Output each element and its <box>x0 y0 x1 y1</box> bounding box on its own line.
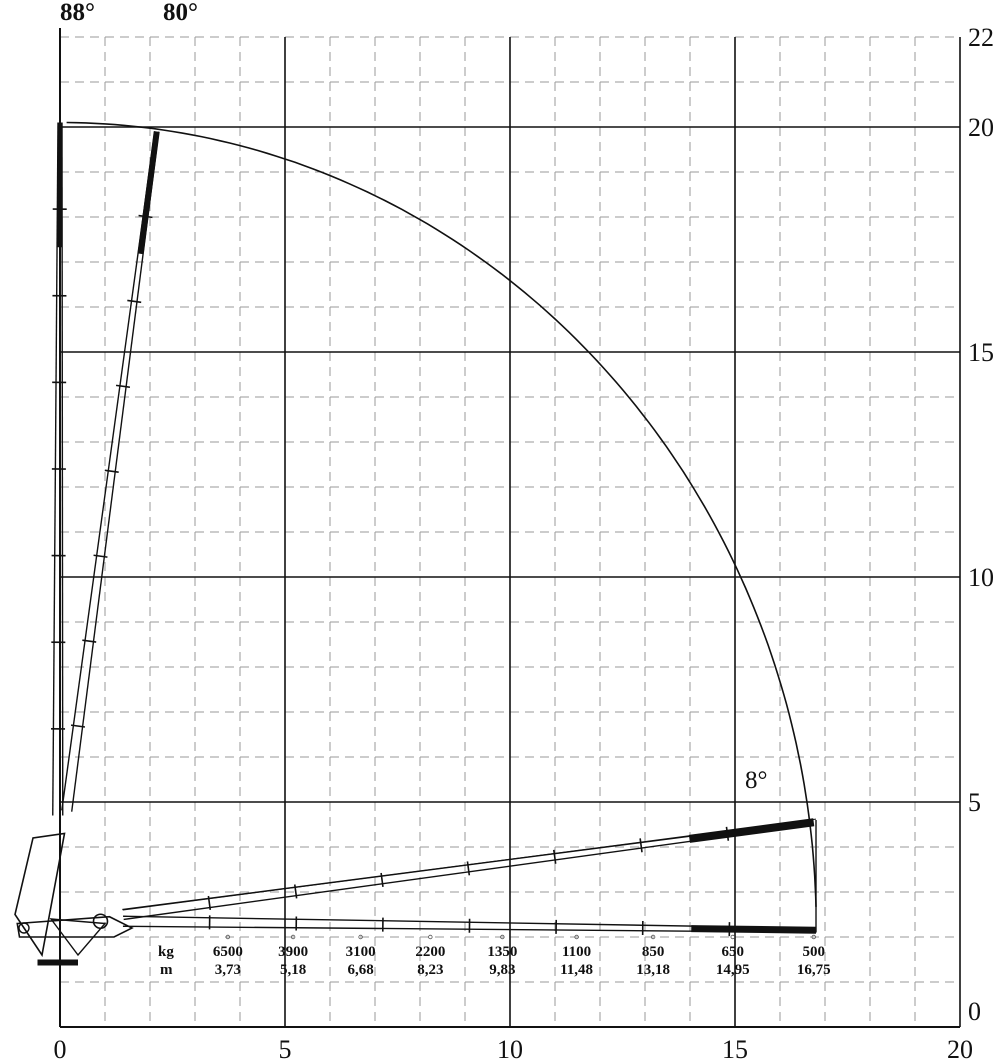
load-kg-value: 2200 <box>415 944 445 960</box>
boom-88-deg <box>51 122 67 816</box>
reach-marker <box>811 934 816 940</box>
y-tick-label: 5 <box>968 788 981 817</box>
load-kg-value: 500 <box>803 944 826 960</box>
load-reach-value: 16,75 <box>797 962 831 978</box>
angle-label-8: 8° <box>745 767 768 794</box>
y-tick-label: 10 <box>968 563 994 592</box>
load-kg-value: 850 <box>642 944 665 960</box>
reach-marker <box>730 934 735 940</box>
y-tick-label: 20 <box>968 113 994 142</box>
load-unit-label: kg <box>158 944 174 960</box>
x-tick-label: 0 <box>54 1035 67 1061</box>
crane-pivot <box>92 913 109 930</box>
reach-marker <box>225 934 231 940</box>
boom-joint <box>70 724 86 728</box>
working-envelope <box>66 121 817 933</box>
crane-cylinder <box>49 918 107 957</box>
load-reach-value: 11,48 <box>560 962 593 978</box>
y-tick-label: 0 <box>968 997 981 1026</box>
crane-column <box>16 915 134 938</box>
load-kg-value: 650 <box>722 944 745 960</box>
load-reach-value: 3,73 <box>215 962 241 978</box>
angle-label-80: 80° <box>163 0 198 26</box>
reach-marker <box>428 934 433 940</box>
boom-joint <box>104 469 119 473</box>
load-kg-value: 1100 <box>562 944 591 960</box>
boom-80-deg <box>61 131 160 812</box>
y-tick-label: 15 <box>968 338 994 367</box>
chart-labels: 88° 80° 8° kg m <box>60 0 768 978</box>
boom-joint <box>380 872 384 887</box>
load-kg-value: 6500 <box>213 944 243 960</box>
x-tick-label: 15 <box>722 1035 748 1061</box>
load-reach-value: 6,68 <box>347 962 373 978</box>
reach-marker <box>650 934 656 940</box>
x-tick-label: 5 <box>279 1035 292 1061</box>
boom-horizontal <box>122 915 817 937</box>
reach-unit-label: m <box>160 962 173 978</box>
boom-joint <box>82 639 97 643</box>
load-reach-value: 5,18 <box>280 962 306 978</box>
load-reach-value: 14,95 <box>716 962 750 978</box>
load-kg-value: 3900 <box>278 944 308 960</box>
boom-tip <box>137 131 160 255</box>
boom-joint <box>725 826 730 841</box>
axis-tick-labels: 0 5 10 15 20 0 5 10 15 20 22 <box>54 23 995 1061</box>
load-reach-value: 9,83 <box>489 962 515 978</box>
boom-joint <box>466 861 471 876</box>
x-tick-label: 20 <box>947 1035 973 1061</box>
load-kg-value: 1350 <box>487 944 517 960</box>
crane-pivot <box>18 922 30 934</box>
angle-label-88: 88° <box>60 0 95 26</box>
load-kg-value: 3100 <box>346 944 376 960</box>
crane-mast <box>14 832 66 958</box>
y-tick-label: 22 <box>968 23 994 52</box>
boom-joint <box>639 838 643 853</box>
boom-joint <box>293 884 298 899</box>
reach-marker <box>290 934 296 940</box>
reach-marker <box>358 934 363 940</box>
load-table: 6500 3,73 3900 5,18 3100 6,68 2200 8,23 1350 9,83… <box>213 934 831 978</box>
crane-foot <box>37 959 78 966</box>
boom-joint <box>127 299 142 304</box>
x-tick-label: 10 <box>497 1035 523 1061</box>
load-reach-value: 8,23 <box>417 962 443 978</box>
boom-joint <box>93 554 108 558</box>
boom-joint <box>115 384 131 389</box>
boom-8-upper-rail <box>122 818 817 911</box>
boom-tip <box>691 925 817 934</box>
envelope-arc <box>66 121 817 907</box>
boom-joint <box>138 214 153 219</box>
crane-boom-positions <box>51 122 817 937</box>
reach-marker <box>574 934 579 940</box>
boom-joint <box>552 849 557 864</box>
crane-base <box>14 832 134 966</box>
boom-tip <box>688 818 815 843</box>
reach-marker <box>500 934 505 940</box>
load-reach-value: 13,18 <box>636 962 670 978</box>
boom-8-deg <box>122 818 815 921</box>
